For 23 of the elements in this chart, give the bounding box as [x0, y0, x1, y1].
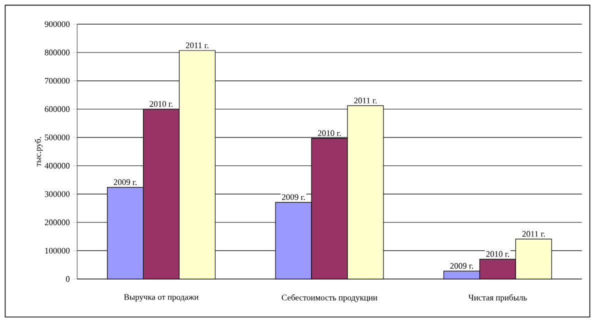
text: 2009 г. — [114, 179, 137, 185]
series-label: 2010 г. — [150, 100, 173, 107]
text: 2010 г. — [318, 130, 341, 136]
text: 2011 г. — [522, 230, 545, 237]
text: 2011 г. — [354, 98, 377, 104]
y-tick-label: 400000 — [44, 162, 70, 169]
y-tick-label: 700000 — [45, 78, 70, 84]
series-label: 2011 г. — [186, 42, 208, 48]
y-tick-label: 100000 — [45, 248, 70, 254]
text: 2009 г. — [450, 262, 474, 269]
text: 2010 г. — [486, 251, 509, 257]
x-tick-label: Выручка от продажи — [124, 294, 199, 302]
y-tick-label: 600000 — [44, 106, 70, 112]
y-tick-label: 0 — [66, 276, 70, 282]
y-tick-label: 900000 — [44, 21, 70, 27]
x-tick-label: Чистая прибыль — [468, 294, 527, 302]
series-label: 2009 г. — [282, 194, 305, 200]
y-axis-title: тыс.руб. — [34, 137, 43, 166]
y-tick-label: 800000 — [44, 50, 70, 56]
y-tick-label: 300000 — [44, 191, 70, 197]
x-tick-label: Себестоимость продукции — [282, 294, 378, 302]
y-tick-label: 200000 — [44, 219, 70, 226]
y-tick-label: 500000 — [44, 134, 70, 140]
